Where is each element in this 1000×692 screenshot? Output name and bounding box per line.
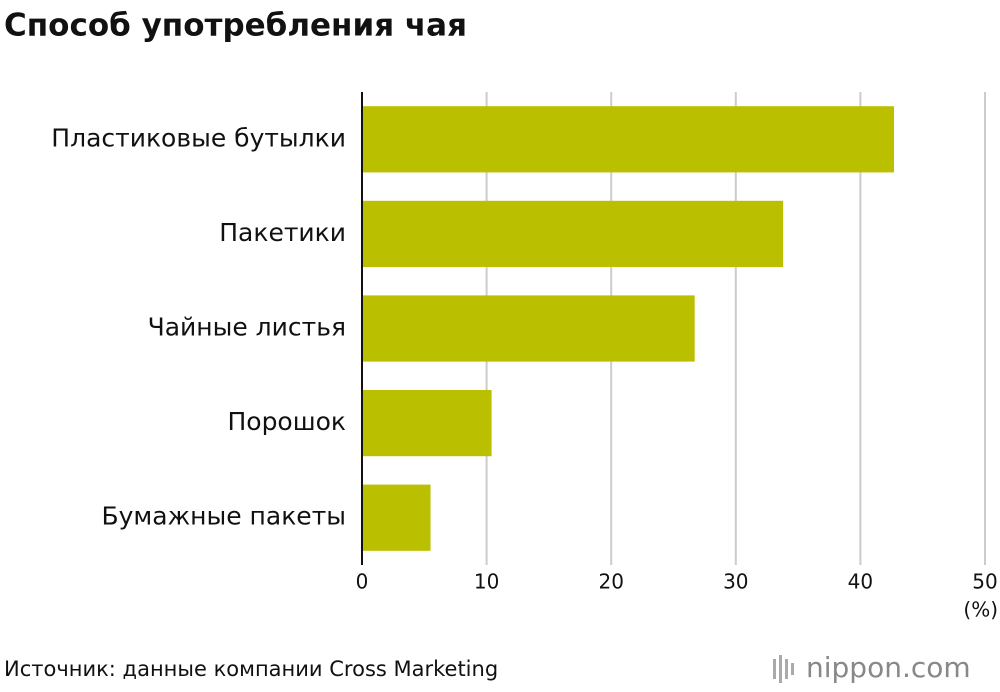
source: Источник: данные компании Cross Marketin… <box>4 657 498 681</box>
logo-text: nippon.com <box>806 651 971 684</box>
x-tick-label: 50 <box>972 570 997 594</box>
x-tick-label: 20 <box>598 570 623 594</box>
logo-icon <box>773 659 776 679</box>
bar <box>362 200 784 268</box>
y-tick-label: Порошок <box>227 407 346 436</box>
bar <box>362 389 492 457</box>
y-tick-label: Пакетики <box>219 218 346 247</box>
y-tick-label: Пластиковые бутылки <box>51 123 346 152</box>
chart-title: Способ употребления чая <box>4 8 467 44</box>
x-axis-label: (%) <box>963 598 998 622</box>
logo-icon <box>785 659 788 679</box>
bar <box>362 484 431 551</box>
x-tick-label: 40 <box>848 570 873 594</box>
x-tick-label: 30 <box>723 570 748 594</box>
x-tick-label: 0 <box>356 570 369 594</box>
logo-icon <box>791 663 794 675</box>
y-tick-label: Чайные листья <box>148 313 346 342</box>
logo-icon <box>779 655 782 683</box>
bar <box>362 106 895 173</box>
y-tick-label: Бумажные пакеты <box>101 502 346 531</box>
x-tick-label: 10 <box>474 570 499 594</box>
logo-suffix: .com <box>902 651 971 684</box>
bar <box>362 295 695 362</box>
logo: nippon.com <box>773 651 971 684</box>
logo-name: nippon <box>806 651 902 684</box>
